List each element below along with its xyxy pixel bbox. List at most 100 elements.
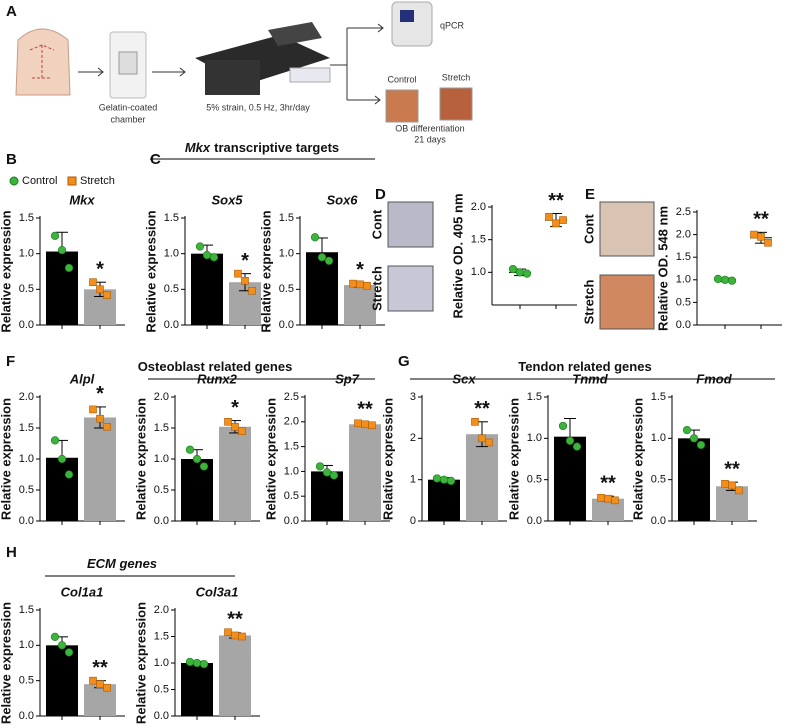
y-axis-label: Relative OD. 405 nm xyxy=(450,194,465,319)
dish-image xyxy=(439,87,473,121)
y-tick-label: 0.0 xyxy=(527,515,542,527)
data-point xyxy=(64,263,74,273)
y-axis-label: Relative expression xyxy=(506,398,521,520)
y-tick-label: 0.0 xyxy=(19,515,34,527)
y-tick-label: 1.0 xyxy=(19,639,34,651)
y-axis-label: Relative expression xyxy=(380,398,395,520)
y-tick-label: 0.0 xyxy=(284,515,299,527)
data-point xyxy=(545,213,553,221)
y-tick-label: 1.0 xyxy=(676,274,691,286)
chart-title: Col3a1 xyxy=(196,584,239,599)
significance: * xyxy=(96,258,104,280)
y-tick-label: 2.0 xyxy=(284,416,299,428)
data-point xyxy=(356,280,364,289)
arrow xyxy=(330,23,384,105)
y-tick-label: 0.5 xyxy=(527,474,542,486)
panel-letter: E xyxy=(585,186,595,203)
data-point xyxy=(368,421,376,430)
panel-letter: F xyxy=(6,353,15,370)
data-point xyxy=(57,246,67,255)
y-tick-label: 1.5 xyxy=(676,251,691,263)
bar xyxy=(84,684,116,716)
data-point xyxy=(471,417,479,426)
data-point xyxy=(185,445,195,454)
data-point xyxy=(89,405,97,414)
y-tick-label: 1.5 xyxy=(651,391,666,403)
data-point xyxy=(103,422,111,431)
head-icon xyxy=(15,28,71,96)
y-axis-label: Relative expression xyxy=(0,602,13,724)
y-tick-label: 0.0 xyxy=(154,710,169,722)
y-tick-label: 1.0 xyxy=(154,453,169,465)
group-heading: Osteoblast related genes xyxy=(138,359,293,374)
panel-letter: B xyxy=(6,151,17,168)
y-tick-label: 0.5 xyxy=(19,484,34,496)
bar xyxy=(344,285,376,325)
image-label: Cont xyxy=(581,214,596,244)
data-point xyxy=(727,276,737,285)
data-point xyxy=(508,264,518,274)
data-point xyxy=(735,486,743,495)
data-point xyxy=(565,436,575,445)
data-point xyxy=(315,462,325,471)
bar xyxy=(716,486,748,521)
group-heading: Mkx transcriptive targets xyxy=(185,140,339,155)
bar xyxy=(84,417,116,521)
caption: chamber xyxy=(110,114,145,124)
y-axis-label: Relative expression xyxy=(0,398,13,520)
significance: ** xyxy=(227,609,243,631)
device-icon xyxy=(205,60,260,95)
bar xyxy=(592,498,624,521)
caption: 21 days xyxy=(414,134,446,144)
y-axis-label: Relative expression xyxy=(0,210,13,332)
stain-image xyxy=(387,201,434,248)
arrows xyxy=(78,23,384,105)
bar xyxy=(311,471,343,521)
dish-image xyxy=(385,89,419,123)
y-tick-label: 1.0 xyxy=(19,248,34,260)
data-point xyxy=(515,268,525,277)
panel-letter: G xyxy=(398,353,410,370)
group-heading: Tendon related genes xyxy=(518,359,651,374)
y-tick-label: 1.5 xyxy=(154,630,169,642)
group-heading-gene: Mkx xyxy=(185,140,211,155)
data-point xyxy=(696,440,706,450)
data-point xyxy=(103,291,111,299)
data-point xyxy=(195,242,205,251)
chart-title: Tnmd xyxy=(572,371,608,386)
data-point xyxy=(597,494,605,502)
bar xyxy=(428,479,460,521)
chart-title: Fmod xyxy=(696,371,732,386)
data-point xyxy=(50,231,60,240)
y-axis-label: Relative expression xyxy=(143,210,158,332)
caption: 5% strain, 0.5 Hz, 3hr/day xyxy=(206,102,310,112)
data-point xyxy=(96,285,104,294)
data-point xyxy=(329,471,339,480)
chart-title: Col1a1 xyxy=(61,584,104,599)
panel-letter: A xyxy=(6,3,17,20)
data-point xyxy=(202,250,212,260)
y-tick-label: 0.5 xyxy=(279,283,294,295)
data-point xyxy=(757,233,765,241)
significance: ** xyxy=(474,398,490,420)
y-tick-label: 1.0 xyxy=(19,453,34,465)
legend-label: Stretch xyxy=(80,175,115,187)
data-point xyxy=(317,253,327,262)
bar xyxy=(181,459,213,521)
y-tick-label: 1.5 xyxy=(19,212,34,224)
significance: ** xyxy=(724,458,740,480)
y-tick-label: 0.5 xyxy=(154,484,169,496)
y-tick-label: 0 xyxy=(410,515,416,527)
significance: ** xyxy=(357,399,373,421)
y-tick-label: 2 xyxy=(410,432,416,444)
bar xyxy=(46,645,78,716)
data-point xyxy=(522,269,532,278)
data-point xyxy=(185,657,195,667)
data-point xyxy=(720,275,730,284)
data-point xyxy=(689,434,699,443)
schematic: A Gelatin-coated chamber 5% strain, 0.5 … xyxy=(6,1,473,144)
chart-title: Sox5 xyxy=(211,192,243,207)
y-axis-label: Relative expression xyxy=(263,398,278,520)
y-tick-label: 2.0 xyxy=(19,391,34,403)
